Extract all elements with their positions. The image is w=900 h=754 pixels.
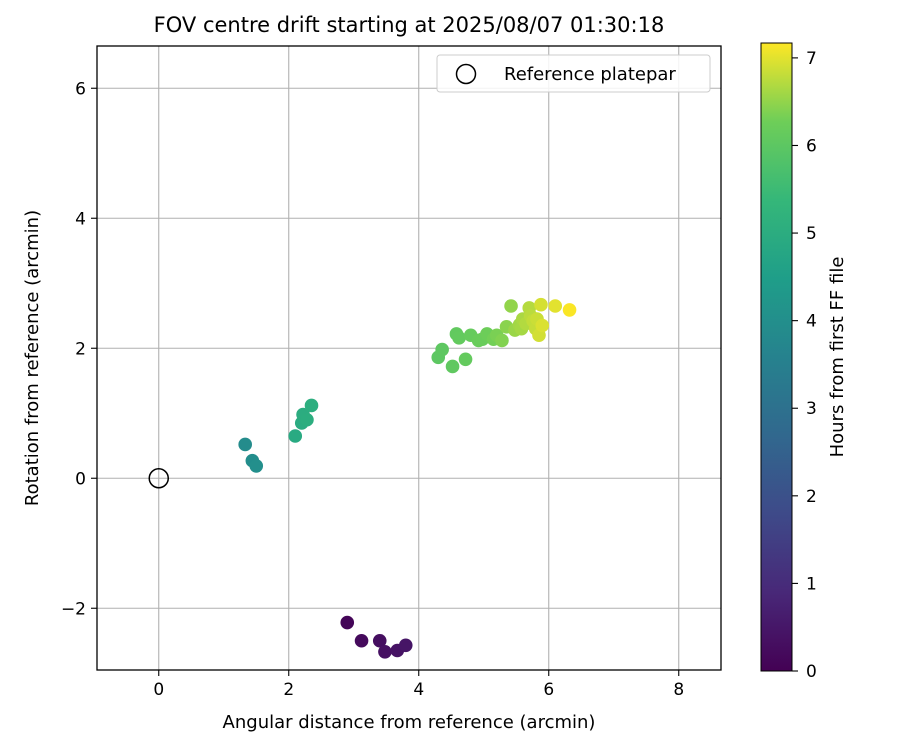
x-tick-label: 4 — [413, 680, 424, 700]
y-tick-label: 4 — [75, 209, 86, 229]
data-point — [372, 633, 387, 648]
plot-frame — [96, 45, 722, 671]
y-tick-label: 2 — [75, 339, 86, 359]
y-tick-label: −2 — [61, 599, 86, 619]
colorbar-tick-label: 5 — [806, 224, 817, 244]
grid-lines — [97, 46, 721, 670]
data-point — [504, 299, 518, 313]
data-point — [304, 398, 319, 413]
colorbar: 0 1 2 3 4 5 6 7 Hours from first FF file — [760, 42, 848, 682]
data-point — [249, 459, 264, 473]
colorbar-tick-label: 6 — [806, 136, 817, 156]
legend: Reference platepar — [436, 54, 711, 93]
x-axis-label: Angular distance from reference (arcmin) — [223, 712, 596, 733]
data-point — [435, 342, 449, 357]
colorbar-tick-label: 4 — [806, 312, 817, 332]
data-point — [534, 297, 548, 312]
colorbar-ticks: 0 1 2 3 4 5 6 7 — [792, 49, 817, 682]
legend-box — [436, 54, 711, 93]
x-tick-label: 0 — [153, 680, 164, 700]
colorbar-tick-label: 3 — [806, 399, 817, 419]
reference-platepar-marker — [148, 468, 169, 489]
data-points — [148, 297, 577, 659]
x-tick-label: 8 — [673, 680, 684, 700]
colorbar-tick-label: 2 — [806, 487, 817, 507]
data-point — [300, 412, 314, 427]
data-point — [535, 318, 550, 333]
colorbar-label: Hours from first FF file — [827, 257, 848, 458]
x-tick-label: 6 — [543, 680, 554, 700]
data-point — [340, 615, 355, 630]
data-point — [562, 303, 577, 317]
data-point — [452, 331, 466, 345]
colorbar-tick-label: 7 — [806, 49, 817, 69]
y-tick-label: 0 — [75, 469, 86, 489]
data-point — [445, 359, 460, 374]
x-axis-ticks: 0 2 4 6 8 — [153, 670, 684, 700]
data-point — [458, 352, 473, 367]
chart-title: FOV centre drift starting at 2025/08/07 … — [154, 13, 665, 37]
data-point — [398, 638, 413, 653]
y-axis-label: Rotation from reference (arcmin) — [22, 210, 43, 506]
y-tick-label: 6 — [75, 79, 86, 99]
legend-label-reference: Reference platepar — [504, 64, 676, 85]
colorbar-tick-label: 0 — [806, 662, 817, 682]
data-point — [378, 645, 392, 659]
colorbar-gradient — [760, 42, 793, 672]
data-point — [495, 333, 509, 348]
x-tick-label: 2 — [283, 680, 294, 700]
colorbar-tick-label: 1 — [806, 574, 817, 594]
legend-marker-reference — [455, 63, 477, 85]
data-point — [238, 437, 252, 452]
data-point — [288, 429, 303, 443]
y-axis-ticks: −2 0 2 4 6 — [61, 79, 97, 619]
data-point — [548, 299, 563, 313]
data-point — [354, 633, 369, 648]
